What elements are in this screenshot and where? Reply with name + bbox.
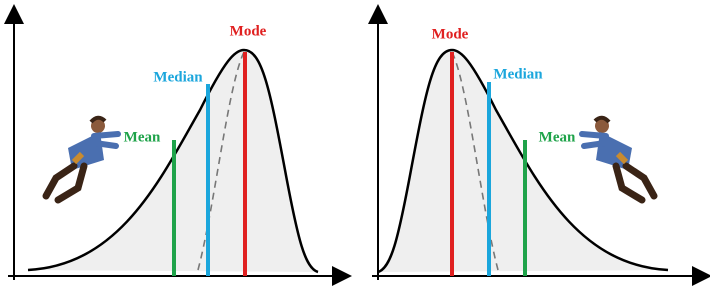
diagram: Mode Median Mean Mode Median Mean bbox=[0, 0, 710, 296]
median-label: Median bbox=[153, 69, 203, 85]
mode-label: Mode bbox=[230, 23, 267, 39]
pushing-person bbox=[46, 118, 118, 200]
median-label: Median bbox=[493, 66, 543, 82]
left-panel: Mode Median Mean bbox=[8, 14, 342, 280]
right-panel: Mode Median Mean bbox=[372, 14, 702, 280]
mean-label: Mean bbox=[124, 129, 161, 145]
pushing-person bbox=[582, 118, 654, 200]
mode-label: Mode bbox=[432, 26, 469, 42]
mean-label: Mean bbox=[539, 129, 576, 145]
